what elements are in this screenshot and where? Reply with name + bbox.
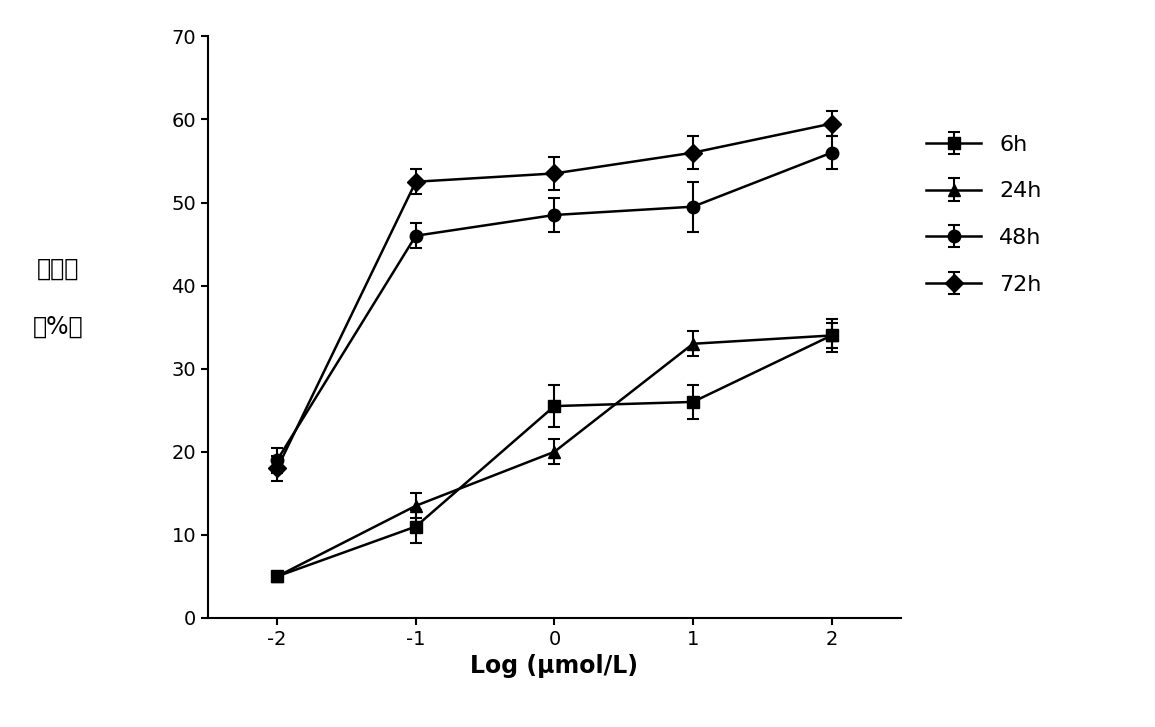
X-axis label: Log (μmol/L): Log (μmol/L) — [470, 654, 639, 678]
Legend: 6h, 24h, 48h, 72h: 6h, 24h, 48h, 72h — [926, 134, 1042, 294]
Text: 抑制率: 抑制率 — [37, 257, 79, 281]
Text: （%）: （%） — [32, 315, 83, 340]
